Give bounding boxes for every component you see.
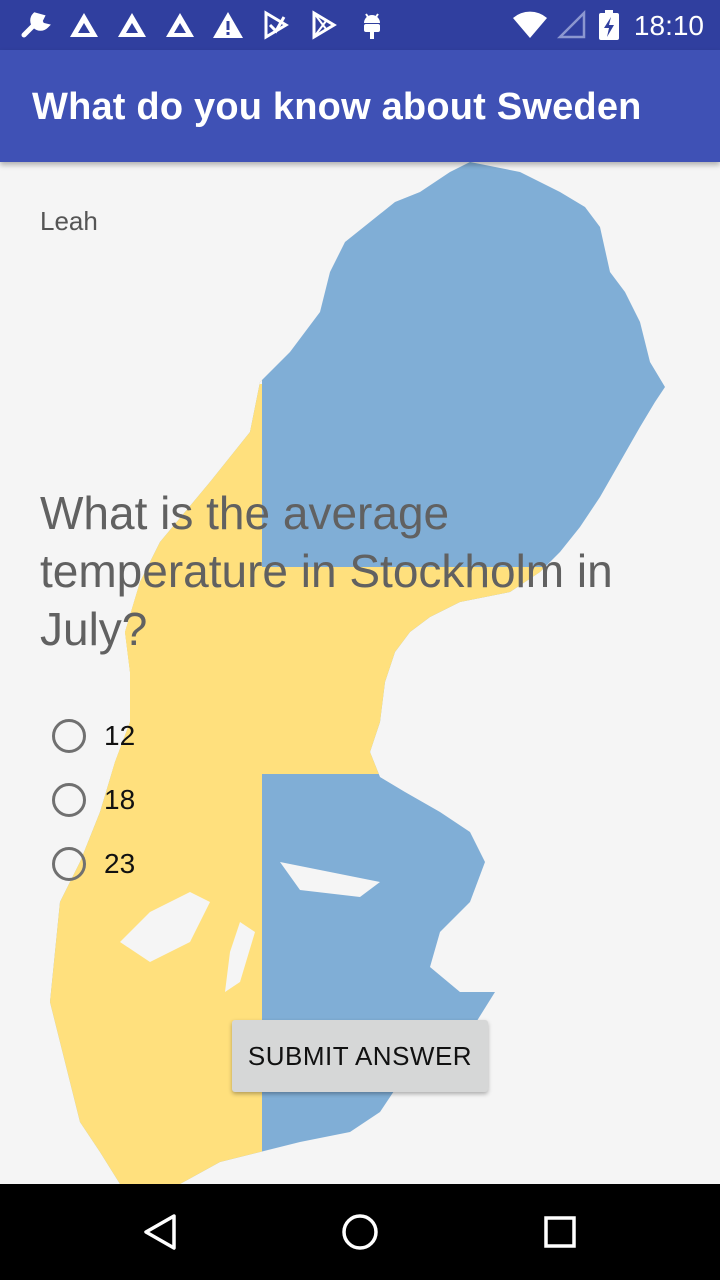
app-bar: What do you know about Sweden [0, 50, 720, 162]
play-store-icon [264, 10, 289, 40]
home-icon[interactable] [336, 1208, 384, 1256]
status-bar: 18:10 [0, 0, 720, 50]
answer-option-label: 12 [104, 720, 136, 751]
answer-option-label: 23 [104, 848, 136, 879]
wifi-icon [513, 11, 547, 38]
navigation-bar [0, 1184, 720, 1280]
warning-triangle-icon [118, 13, 146, 37]
android-icon [364, 13, 380, 39]
status-time: 18:10 [633, 10, 704, 41]
play-store-icon [312, 10, 337, 40]
radio-button[interactable] [52, 783, 86, 817]
answer-option-23[interactable]: 23 [52, 842, 135, 886]
alert-icon [213, 12, 243, 38]
cell-signal-icon [556, 9, 586, 39]
back-icon[interactable] [136, 1208, 184, 1256]
battery-charging-icon [599, 10, 619, 40]
wrench-icon [21, 12, 51, 38]
recents-icon[interactable] [536, 1208, 584, 1256]
sweden-flag-map-image [50, 162, 665, 1184]
radio-button[interactable] [52, 719, 86, 753]
quiz-content: Leah What is the average temperature in … [0, 162, 720, 1184]
user-name-label: Leah [40, 206, 98, 236]
warning-triangle-icon [166, 13, 194, 37]
submit-answer-button[interactable]: SUBMIT ANSWER [232, 1020, 488, 1092]
warning-triangle-icon [70, 13, 98, 37]
answer-option-12[interactable]: 12 [52, 714, 135, 758]
answer-option-label: 18 [104, 784, 136, 815]
app-title: What do you know about Sweden [32, 86, 642, 128]
answer-option-18[interactable]: 18 [52, 778, 135, 822]
question-text: What is the average temperature in Stock… [40, 487, 613, 655]
radio-button[interactable] [52, 847, 86, 881]
